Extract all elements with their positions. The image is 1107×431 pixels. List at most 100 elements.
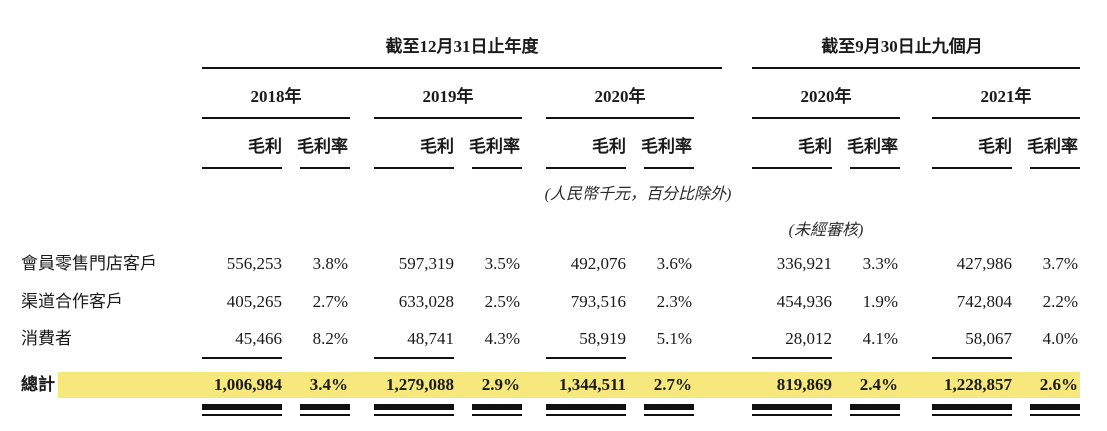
cell-r0-gp-2020: 492,076 [570, 254, 626, 273]
total-thin-rule-margin-2018 [300, 414, 350, 416]
total-thick-rule-margin-2021-9m [1030, 404, 1080, 410]
total-thick-rule-margin-2020-9m [850, 404, 900, 410]
row-label-consumers: 消費者 [21, 329, 72, 348]
group-header-annual: 截至12月31日止年度 [385, 37, 539, 56]
cell-r0-margin-2021-9m: 3.7% [1042, 254, 1078, 273]
unaudited-note: (未經審核) [788, 222, 864, 239]
cell-r0-gp-2020-9m: 336,921 [776, 254, 832, 273]
year-rule-2020-9m [752, 117, 900, 119]
year-header-2020-9m: 2020年 [800, 87, 852, 106]
cell-r0-margin-2019: 3.5% [484, 254, 520, 273]
pre-total-rule-2021-9m [932, 357, 1012, 359]
subrule-gp-2020 [546, 167, 626, 169]
subheader-margin-2019: 毛利率 [469, 137, 520, 156]
cell-r0-gp-2021-9m: 427,986 [956, 254, 1012, 273]
total-thin-rule-margin-2020 [644, 414, 694, 416]
subrule-margin-2021-9m [1030, 167, 1080, 169]
cell-r2-margin-2019: 4.3% [484, 329, 520, 348]
subrule-margin-2020-9m [850, 167, 900, 169]
cell-total-gp-2020-9m: 819,869 [776, 375, 832, 394]
subheader-margin-2021-9m: 毛利率 [1027, 137, 1078, 156]
total-thick-rule-gp-2021-9m [932, 404, 1012, 410]
cell-r1-margin-2018: 2.7% [312, 292, 348, 311]
year-header-2018: 2018年 [250, 87, 302, 106]
year-rule-2020 [546, 117, 694, 119]
cell-r1-gp-2018: 405,265 [226, 292, 282, 311]
year-header-2019: 2019年 [422, 87, 474, 106]
cell-r1-margin-2021-9m: 2.2% [1042, 292, 1078, 311]
cell-r0-gp-2019: 597,319 [398, 254, 454, 273]
total-thick-rule-margin-2020 [644, 404, 694, 410]
subrule-gp-2018 [202, 167, 282, 169]
unit-note: (人民幣千元，百分比除外) [544, 186, 732, 203]
subrule-margin-2018 [300, 167, 350, 169]
total-thin-rule-margin-2019 [472, 414, 522, 416]
total-thin-rule-gp-2020-9m [752, 414, 832, 416]
total-thin-rule-gp-2018 [202, 414, 282, 416]
cell-r0-margin-2020-9m: 3.3% [862, 254, 898, 273]
cell-r0-margin-2020: 3.6% [656, 254, 692, 273]
group-annual-rule [202, 67, 722, 69]
total-row-highlight [58, 372, 1080, 398]
total-thick-rule-gp-2019 [374, 404, 454, 410]
pre-total-rule-2018 [202, 357, 282, 359]
total-thin-rule-gp-2019 [374, 414, 454, 416]
subrule-margin-2019 [472, 167, 522, 169]
subheader-gp-2020-9m: 毛利 [798, 137, 832, 156]
cell-r1-gp-2020: 793,516 [570, 292, 626, 311]
total-thick-rule-margin-2018 [300, 404, 350, 410]
year-rule-2018 [202, 117, 350, 119]
cell-total-gp-2018: 1,006,984 [214, 375, 282, 394]
cell-total-margin-2020-9m: 2.4% [859, 375, 898, 394]
subrule-gp-2020-9m [752, 167, 832, 169]
cell-total-margin-2021-9m: 2.6% [1039, 375, 1078, 394]
cell-r2-gp-2020: 58,919 [579, 329, 626, 348]
cell-total-gp-2020: 1,344,511 [558, 375, 626, 394]
subheader-gp-2021-9m: 毛利 [978, 137, 1012, 156]
total-thick-rule-gp-2020 [546, 404, 626, 410]
subheader-gp-2019: 毛利 [420, 137, 454, 156]
cell-r2-gp-2018: 45,466 [235, 329, 282, 348]
cell-r2-margin-2021-9m: 4.0% [1042, 329, 1078, 348]
cell-r1-gp-2020-9m: 454,936 [776, 292, 832, 311]
cell-r0-margin-2018: 3.8% [312, 254, 348, 273]
cell-r2-margin-2020: 5.1% [656, 329, 692, 348]
total-thin-rule-gp-2020 [546, 414, 626, 416]
total-thin-rule-gp-2021-9m [932, 414, 1012, 416]
cell-total-gp-2021-9m: 1,228,857 [944, 375, 1012, 394]
group-header-nine-months: 截至9月30日止九個月 [821, 37, 983, 56]
cell-total-gp-2019: 1,279,088 [386, 375, 454, 394]
row-label-total: 總計 [21, 375, 55, 394]
subheader-margin-2018: 毛利率 [297, 137, 348, 156]
year-rule-2019 [374, 117, 522, 119]
total-thin-rule-margin-2021-9m [1030, 414, 1080, 416]
row-label-member-retail: 會員零售門店客戶 [21, 254, 157, 273]
cell-total-margin-2018: 3.4% [309, 375, 348, 394]
cell-r2-gp-2021-9m: 58,067 [965, 329, 1012, 348]
year-rule-2021-9m [932, 117, 1080, 119]
total-thick-rule-gp-2018 [202, 404, 282, 410]
subrule-gp-2021-9m [932, 167, 1012, 169]
cell-r0-gp-2018: 556,253 [226, 254, 282, 273]
cell-r1-margin-2019: 2.5% [484, 292, 520, 311]
group-nine-months-rule [752, 67, 1080, 69]
subheader-margin-2020-9m: 毛利率 [847, 137, 898, 156]
subheader-gp-2020: 毛利 [592, 137, 626, 156]
cell-r1-margin-2020: 2.3% [656, 292, 692, 311]
cell-r1-margin-2020-9m: 1.9% [862, 292, 898, 311]
total-thin-rule-margin-2020-9m [850, 414, 900, 416]
year-header-2021-9m: 2021年 [980, 87, 1032, 106]
pre-total-rule-2020 [546, 357, 626, 359]
total-thick-rule-gp-2020-9m [752, 404, 832, 410]
cell-r2-gp-2020-9m: 28,012 [785, 329, 832, 348]
pre-total-rule-2020-9m [752, 357, 832, 359]
pre-total-rule-2019 [374, 357, 454, 359]
cell-r2-margin-2018: 8.2% [312, 329, 348, 348]
year-header-2020: 2020年 [594, 87, 646, 106]
cell-total-margin-2019: 2.9% [481, 375, 520, 394]
cell-r2-margin-2020-9m: 4.1% [862, 329, 898, 348]
cell-r1-gp-2021-9m: 742,804 [956, 292, 1012, 311]
subheader-margin-2020: 毛利率 [641, 137, 692, 156]
cell-total-margin-2020: 2.7% [653, 375, 692, 394]
